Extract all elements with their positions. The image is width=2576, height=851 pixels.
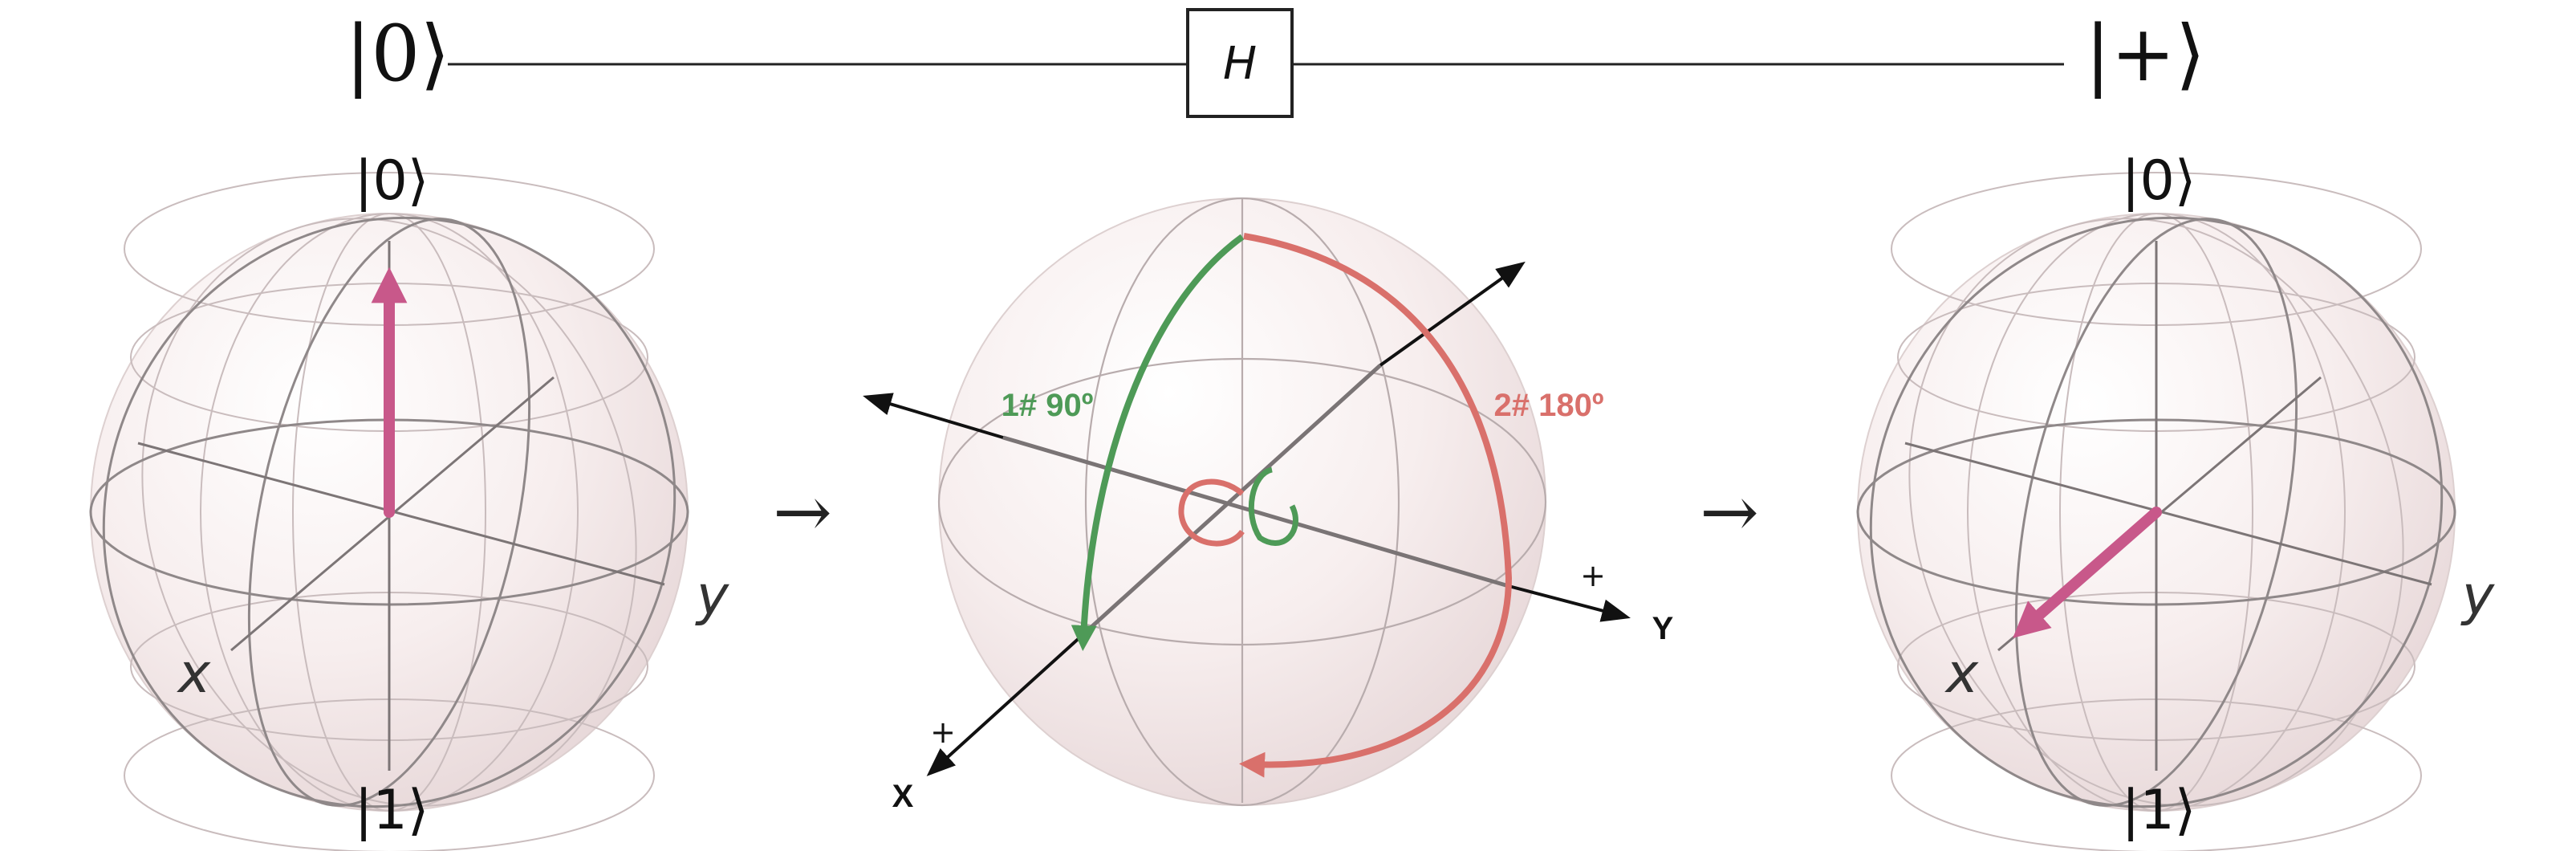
quantum-circuit: |0⟩ H |+⟩	[345, 8, 2205, 118]
y-axis-plus: +	[1580, 558, 1606, 593]
y-axis-arrow	[1508, 584, 1631, 622]
bloch-sphere-final: |0⟩ |1⟩ x y	[1856, 149, 2495, 851]
label-x-axis: x	[177, 642, 211, 706]
y-axis-neg-arrow	[863, 393, 1004, 439]
green-rotation-curl	[1248, 466, 1298, 546]
state-vector-plus	[2013, 507, 2162, 638]
circuit-input-state: |0⟩	[345, 9, 450, 99]
x-axis-inner	[1082, 364, 1382, 636]
red-rotation-arc	[1239, 233, 1513, 778]
bloch-sphere-rotation: 1# 90º 2# 180º X + Y +	[863, 197, 1674, 814]
label-x-axis: x	[1944, 642, 1979, 706]
y-axis-label: Y	[1652, 611, 1674, 646]
bloch-sphere-initial: |0⟩ |1⟩ x y	[89, 149, 729, 851]
circuit-output-state: |+⟩	[2085, 9, 2205, 99]
green-rotation-arc	[1071, 234, 1245, 651]
x-axis-arrow	[926, 633, 1085, 776]
rotation-2-label: 2# 180º	[1494, 388, 1604, 423]
x-axis-plus: +	[930, 715, 956, 750]
transition-arrow-2: →	[1700, 470, 1759, 553]
label-ket-zero: |0⟩	[2122, 149, 2196, 213]
label-ket-one: |1⟩	[2122, 779, 2196, 842]
hadamard-gate-label: H	[1223, 38, 1257, 90]
x-axis-label: X	[892, 779, 914, 814]
y-axis-inner	[1002, 435, 1509, 588]
red-rotation-curl	[1178, 478, 1245, 547]
transition-arrow-1: →	[773, 470, 832, 553]
label-y-axis: y	[695, 564, 729, 628]
x-axis-neg-arrow	[1379, 261, 1526, 367]
rotation-1-label: 1# 90º	[1002, 388, 1094, 423]
label-ket-zero: |0⟩	[355, 149, 429, 213]
label-ket-one: |1⟩	[355, 779, 429, 842]
label-y-axis: y	[2460, 564, 2495, 628]
sphere-grid	[937, 197, 1547, 807]
